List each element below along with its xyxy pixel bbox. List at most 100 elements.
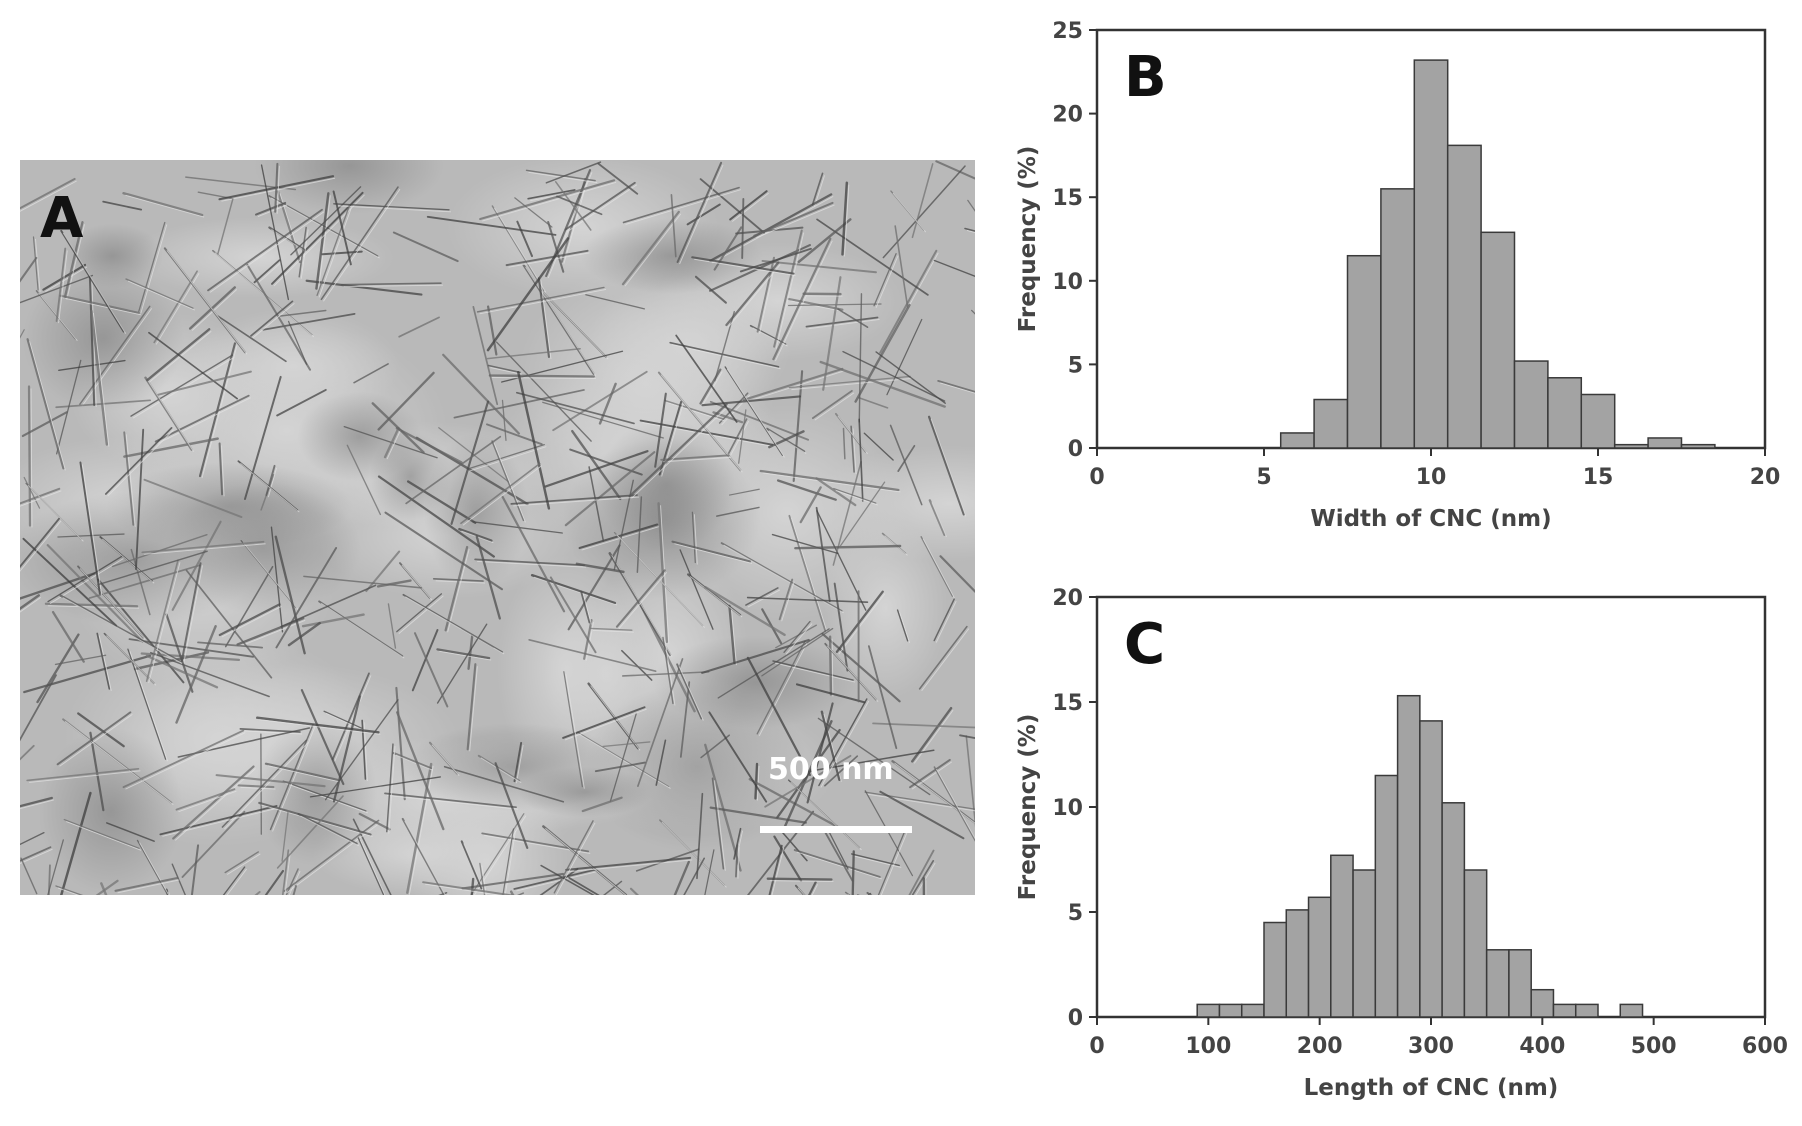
nanocrystal-fiber-highlight (29, 770, 141, 783)
nanocrystal-fiber (567, 544, 621, 631)
nanocrystal-fiber (590, 627, 633, 631)
nanocrystal-fiber (783, 620, 811, 653)
nanocrystal-fiber (741, 198, 745, 259)
nanocrystal-fiber (766, 877, 833, 881)
nanocrystal-fiber (47, 839, 64, 895)
nanocrystal-fiber (787, 297, 844, 311)
nanocrystal-fiber-highlight (66, 224, 85, 300)
nanocrystal-fiber (59, 791, 92, 895)
nanocrystal-fiber (897, 444, 916, 472)
nanocrystal-fiber-highlight (398, 595, 444, 634)
nanocrystal-fiber (754, 762, 759, 800)
nanocrystal-fiber (494, 762, 529, 849)
x-tick-label: 100 (1185, 1034, 1231, 1059)
histogram-bar (1613, 443, 1649, 449)
nanocrystal-fiber-highlight (771, 847, 785, 895)
nanocrystal-fiber (246, 263, 312, 371)
nanocrystal-fiber-highlight (462, 465, 543, 526)
nanocrystal-fiber (717, 628, 830, 699)
nanocrystal-fiber-highlight (261, 804, 373, 837)
nanocrystal-fiber (461, 872, 565, 890)
nanocrystal-fiber (792, 370, 804, 482)
nanocrystal-fiber-highlight (209, 211, 325, 293)
nanocrystal-fiber-highlight (469, 666, 478, 752)
nanocrystal-fiber (639, 419, 774, 446)
nanocrystal-fiber (771, 533, 839, 555)
nanocrystal-fiber-highlight (447, 548, 470, 633)
nanocrystal-fiber-highlight (745, 370, 845, 403)
panel-letter: B (1124, 45, 1167, 110)
nanocrystal-fiber-highlight (147, 379, 194, 452)
nanocrystal-fiber (828, 635, 833, 696)
nanocrystal-fiber (300, 689, 345, 786)
nanocrystal-fiber (474, 558, 586, 567)
nanocrystal-fiber (353, 363, 389, 384)
nanocrystal-fiber (144, 376, 193, 451)
nanocrystal-fiber-highlight (129, 651, 169, 762)
nanocrystal-fiber (384, 792, 517, 809)
nanocrystal-fiber (258, 801, 372, 836)
nanocrystal-fiber (22, 537, 118, 627)
nanocrystal-fiber (458, 527, 493, 542)
nanocrystal-fiber (292, 885, 297, 895)
histogram-bar (1441, 802, 1466, 1018)
histogram-bar (1647, 437, 1683, 449)
x-tick-label: 0 (1089, 465, 1104, 490)
nanocrystal-fiber (636, 496, 643, 573)
nanocrystal-fiber (761, 627, 834, 677)
nanocrystal-fiber (873, 253, 897, 307)
nanocrystal-fiber (136, 839, 169, 895)
nanocrystal-fiber (264, 762, 339, 781)
nanocrystal-fiber-highlight (541, 290, 609, 360)
nanocrystal-fiber (927, 415, 965, 516)
y-axis-label: Frequency (%) (1015, 714, 1041, 901)
nanocrystal-fiber-highlight (582, 593, 592, 625)
nanocrystal-fiber-highlight (256, 261, 282, 285)
nanocrystal-fiber-highlight (480, 757, 522, 784)
nanocrystal-fiber (486, 237, 570, 352)
nanocrystal-fiber-highlight (240, 786, 276, 790)
nanocrystal-fiber-highlight (388, 746, 396, 834)
nanocrystal-fiber (26, 338, 65, 470)
y-tick-label: 10 (1052, 796, 1083, 821)
nanocrystal-fiber (320, 186, 399, 301)
nanocrystal-fiber (669, 341, 780, 368)
nanocrystal-fiber (487, 364, 521, 374)
nanocrystal-fiber-highlight (139, 842, 170, 895)
nanocrystal-fiber (776, 479, 837, 501)
nanocrystal-fiber-highlight (431, 744, 460, 777)
nanocrystal-fiber (676, 161, 723, 263)
nanocrystal-fiber (933, 766, 975, 842)
nanocrystal-fiber (815, 506, 831, 603)
nanocrystal-fiber-highlight (493, 442, 526, 523)
nanocrystal-fiber-highlight (667, 402, 725, 422)
nanocrystal-fiber (88, 564, 201, 599)
nanocrystal-fiber (554, 180, 592, 231)
nanocrystal-fiber (527, 189, 576, 200)
nanocrystal-fiber (90, 309, 109, 446)
nanocrystal-fiber (510, 494, 638, 505)
nanocrystal-fiber (824, 755, 859, 787)
nanocrystal-fiber-highlight (672, 344, 781, 370)
nanocrystal-fiber (739, 247, 812, 273)
micrograph-light-patch (823, 516, 948, 700)
nanocrystal-fiber (479, 862, 486, 895)
nanocrystal-fiber (841, 181, 849, 256)
nanocrystal-fiber (701, 638, 810, 674)
nanocrystal-fiber-highlight (894, 762, 975, 824)
nanocrystal-fiber (20, 572, 96, 600)
nanocrystal-fiber (918, 625, 968, 690)
nanocrystal-fiber-highlight (64, 721, 174, 806)
nanocrystal-fiber (909, 758, 951, 789)
nanocrystal-fiber (516, 220, 534, 258)
x-tick-label: 10 (1416, 465, 1447, 490)
nanocrystal-fiber (811, 389, 853, 420)
nanocrystal-fiber (718, 392, 749, 424)
nanocrystal-fiber (514, 197, 553, 228)
histogram-bar (1330, 854, 1354, 1018)
nanocrystal-fiber-highlight (257, 204, 288, 217)
nanocrystal-fiber (54, 654, 107, 666)
nanocrystal-fiber (260, 164, 290, 301)
nanocrystal-fiber (562, 706, 646, 739)
nanocrystal-fiber (879, 249, 938, 354)
